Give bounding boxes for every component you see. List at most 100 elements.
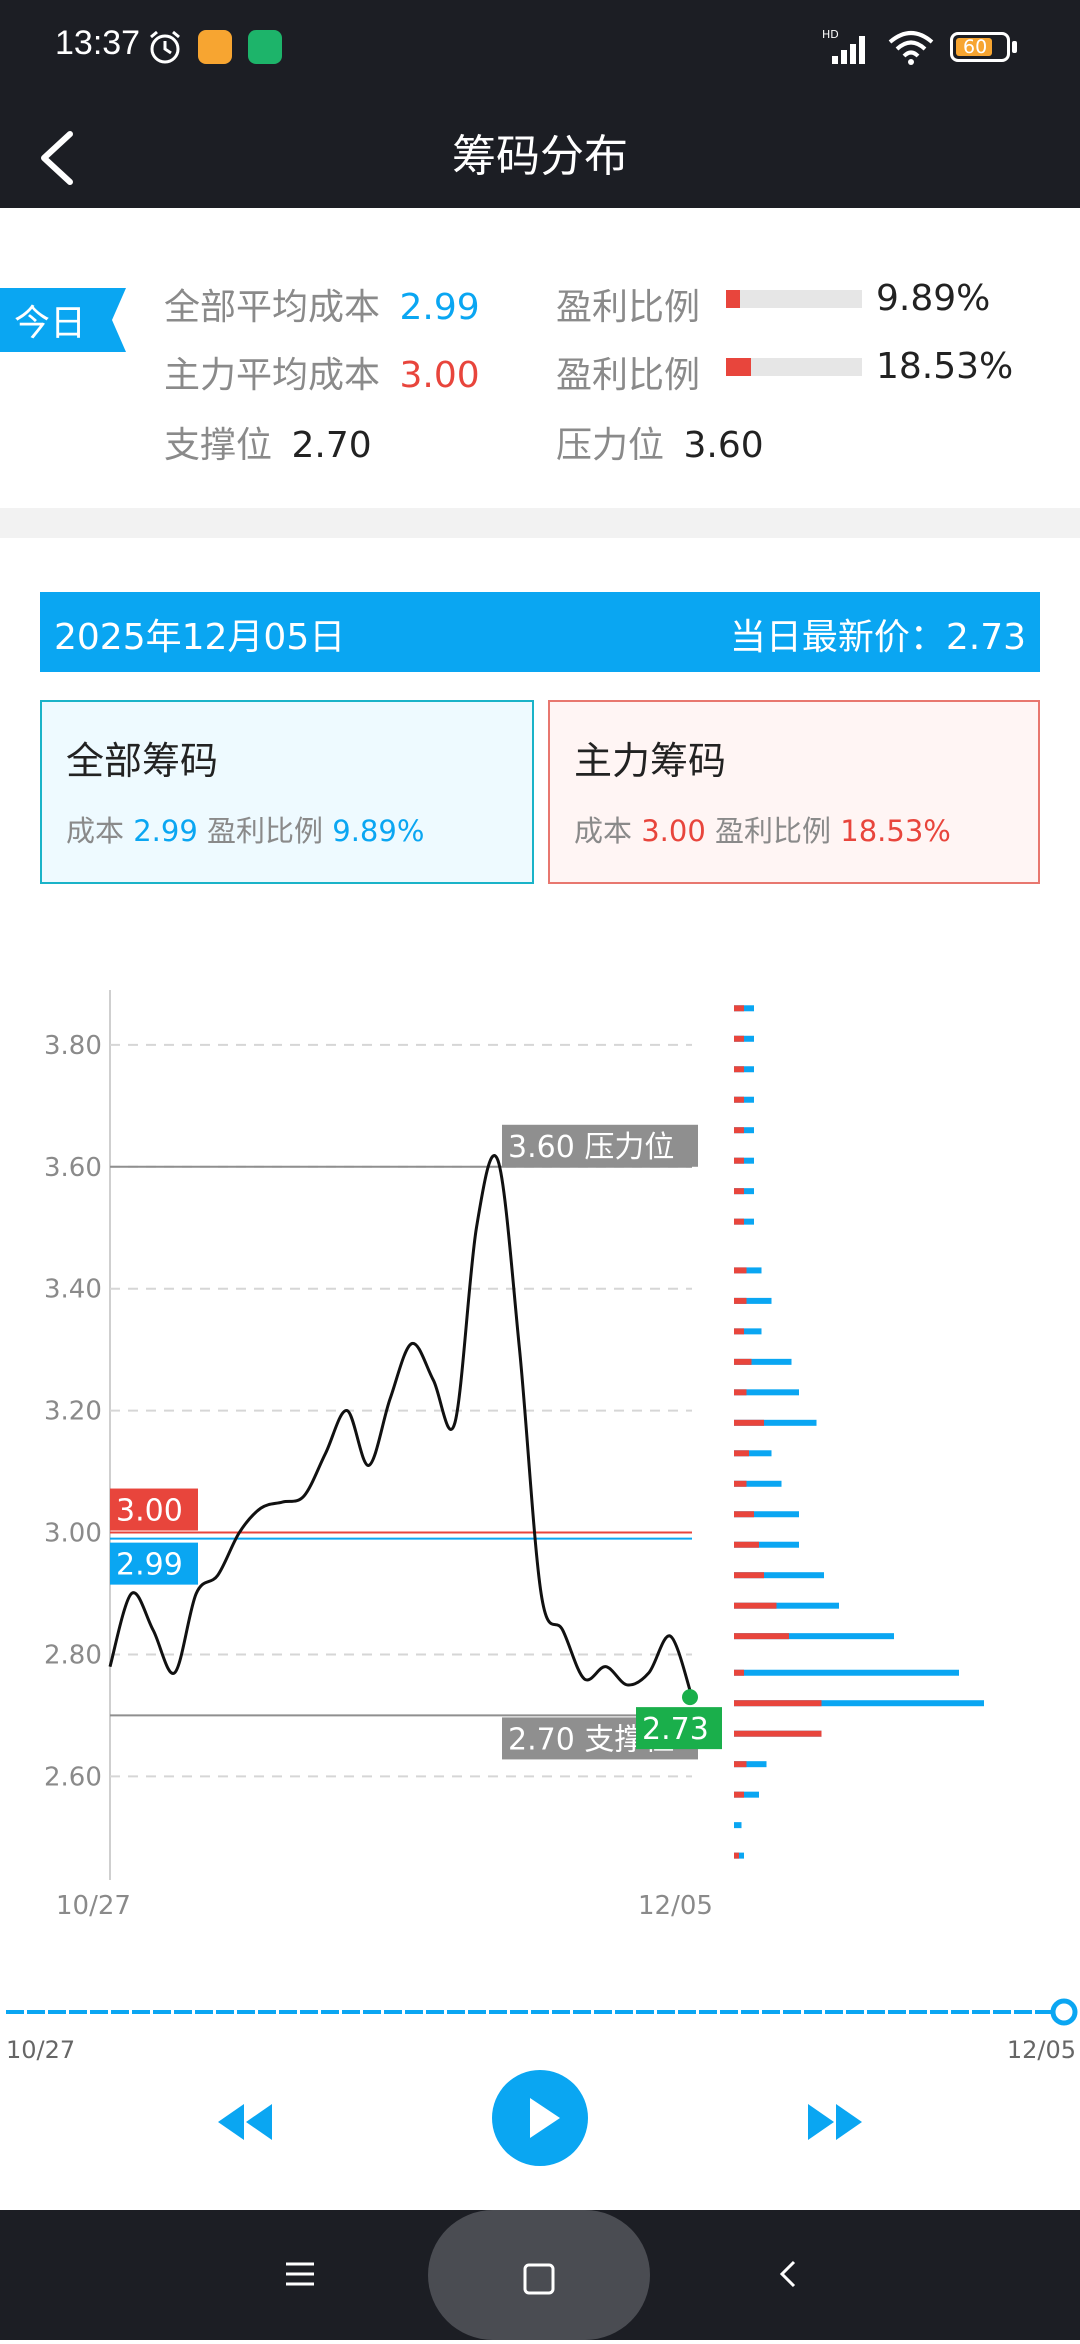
chip-bar-main	[734, 1389, 747, 1396]
chip-bar-main	[734, 1791, 744, 1798]
svg-text:HD: HD	[822, 28, 839, 41]
today-tag-label: 今日	[14, 303, 87, 344]
x-tick-label: 12/05	[638, 1891, 713, 1921]
chip-bar-main	[734, 1730, 822, 1737]
all-chips-ratio: 9.89%	[332, 814, 425, 848]
banner-date: 2025年12月05日	[54, 617, 346, 658]
main-chips-ratio-label: 盈利比例	[715, 814, 832, 848]
chip-bar-all	[734, 1480, 782, 1487]
all-avg-cost-label: 全部平均成本	[164, 287, 381, 328]
all-chips-subtitle: 成本 2.99 盈利比例 9.89%	[66, 808, 424, 850]
chip-bar-main	[734, 1157, 744, 1164]
main-profit-bar	[726, 358, 862, 376]
chip-bar-main	[734, 1761, 747, 1768]
pressure-value: 3.60	[683, 425, 764, 466]
main-cost-line-label: 3.00	[116, 1494, 183, 1529]
price-line	[108, 1154, 694, 1698]
y-tick-label: 3.60	[44, 1153, 102, 1183]
chip-bar-all	[734, 1297, 772, 1304]
chip-bar-main	[734, 1480, 747, 1487]
main-chips-cost-label: 成本	[574, 814, 633, 848]
chip-bar-main	[734, 1852, 739, 1859]
chip-bar-main	[734, 1066, 744, 1073]
system-nav-bar	[0, 2210, 1080, 2340]
pressure-label: 压力位	[556, 425, 665, 466]
all-avg-cost-value: 2.99	[399, 287, 480, 328]
chip-bar-all	[734, 1791, 759, 1798]
chip-bar-main	[734, 1450, 749, 1457]
chip-bar-main	[734, 1096, 744, 1103]
back-button[interactable]	[30, 114, 100, 194]
all-chips-cost: 2.99	[133, 814, 198, 848]
play-icon	[530, 2098, 560, 2138]
timeline-handle	[1050, 1998, 1078, 2026]
chip-bar-main	[734, 1419, 764, 1426]
chevron-left-icon	[41, 131, 73, 185]
page-title: 筹码分布	[452, 131, 628, 182]
main-chips-card[interactable]: 主力筹码 成本 3.00 盈利比例 18.53%	[548, 700, 1040, 884]
chip-bar-all	[734, 1541, 799, 1548]
latest-price-dot	[682, 1689, 698, 1706]
app-notification-icon	[198, 30, 232, 64]
timeline-end-label: 12/05	[1006, 2036, 1076, 2064]
chip-bar-main	[734, 1005, 744, 1012]
battery-icon: 60	[950, 32, 1010, 62]
home-icon	[523, 2263, 555, 2295]
today-tag	[0, 288, 126, 352]
y-tick-label: 2.60	[44, 1762, 102, 1792]
y-tick-label: 3.00	[44, 1519, 102, 1549]
timeline-start-label: 10/27	[6, 2036, 76, 2064]
chip-bar-main	[734, 1218, 744, 1225]
chip-bar-main	[734, 1035, 744, 1042]
menu-button[interactable]	[270, 2244, 330, 2304]
chip-bar-main	[734, 1358, 752, 1365]
chip-bar-main	[734, 1633, 789, 1640]
chip-bar-main	[734, 1297, 747, 1304]
main-profit-label: 盈利比例	[556, 355, 701, 396]
signal-icon: HD	[822, 28, 865, 64]
pressure-row: 压力位 3.60	[556, 416, 764, 468]
chip-bar-main	[734, 1127, 744, 1134]
pressure-line-label: 3.60 压力位	[508, 1130, 674, 1165]
chip-bar-all	[734, 1267, 762, 1274]
chip-bar-main	[734, 1188, 744, 1195]
timeline-slider[interactable]	[0, 1990, 1080, 2030]
alarm-icon	[150, 30, 180, 64]
support-row: 支撑位 2.70	[164, 416, 372, 468]
chip-bar-main	[734, 1572, 764, 1579]
timeline-player: 10/27 12/05	[0, 1990, 1080, 2210]
chip-bar-main	[734, 1602, 777, 1609]
title-bar: 筹码分布	[0, 98, 1080, 208]
main-profit-bar-fill	[726, 358, 752, 376]
all-chips-title: 全部筹码	[66, 739, 219, 783]
all-profit-value: 9.89%	[876, 278, 991, 319]
y-tick-label: 3.40	[44, 1275, 102, 1305]
chip-bar-all	[734, 1511, 799, 1518]
latest-price-label: 当日最新价：	[729, 617, 946, 658]
pressure-line-label-bg	[502, 1124, 698, 1167]
chip-bar-all	[734, 1572, 824, 1579]
chip-bar-all	[734, 1358, 792, 1365]
play-button[interactable]	[492, 2070, 588, 2166]
rewind-button[interactable]	[210, 2090, 284, 2154]
y-tick-label: 2.80	[44, 1640, 102, 1670]
y-tick-label: 3.80	[44, 1031, 102, 1061]
x-tick-label: 10/27	[56, 1891, 131, 1921]
all-chips-ratio-label: 盈利比例	[207, 814, 324, 848]
chip-bar-all	[734, 1328, 762, 1335]
chip-bar-all	[734, 1389, 799, 1396]
fast-forward-icon	[808, 2104, 862, 2140]
all-chips-card[interactable]: 全部筹码 成本 2.99 盈利比例 9.89%	[40, 700, 534, 884]
fast-forward-button[interactable]	[796, 2090, 870, 2154]
chip-bar-main	[734, 1541, 759, 1548]
all-avg-cost-row: 全部平均成本 2.99	[164, 278, 480, 330]
rewind-icon	[218, 2104, 272, 2140]
all-profit-bar	[726, 290, 862, 308]
support-value: 2.70	[291, 425, 372, 466]
home-button[interactable]	[428, 2210, 650, 2340]
nav-back-button[interactable]	[758, 2244, 818, 2304]
chip-bar-all	[734, 1669, 959, 1676]
chip-bar-main	[734, 1328, 744, 1335]
latest-price-label: 2.73	[642, 1712, 709, 1747]
chip-bar-all	[734, 1450, 772, 1457]
